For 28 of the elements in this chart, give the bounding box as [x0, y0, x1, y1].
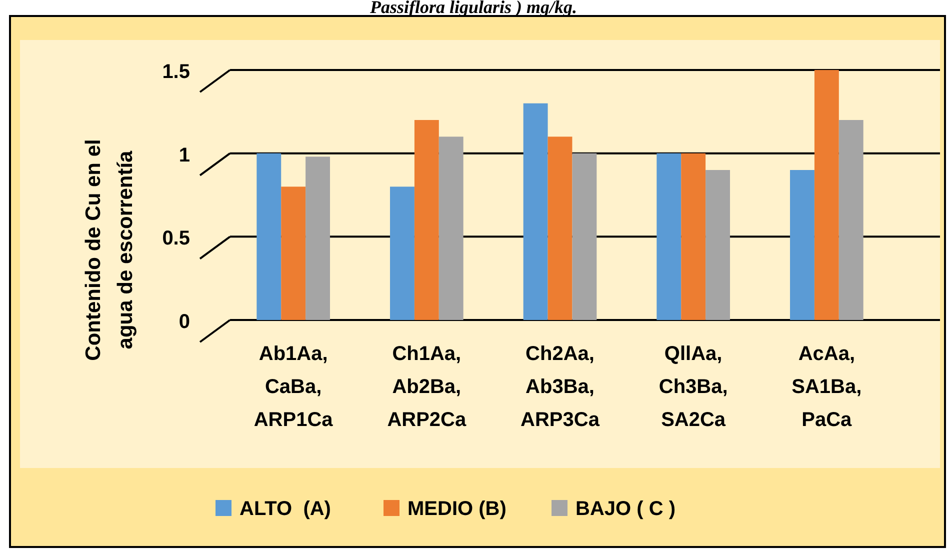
bar [790, 170, 814, 320]
bar [281, 186, 306, 320]
bar [414, 120, 439, 320]
legend-label: BAJO ( C ) [576, 498, 676, 520]
y-tick-label: 0.5 [162, 228, 190, 250]
y-tick-label: 0 [178, 311, 190, 333]
bar [306, 156, 330, 320]
bar [548, 136, 572, 320]
bar [656, 153, 682, 320]
y-tick-label: 1 [178, 144, 190, 166]
bar [681, 153, 706, 320]
x-tick-label: QllAa, Ch3Ba, SA2Ca [658, 343, 728, 431]
legend-label: ALTO (A) [240, 498, 331, 520]
bar [814, 70, 839, 320]
bar [390, 186, 414, 320]
x-tick-label: Ab1Aa, CaBa, ARP1Ca [254, 343, 334, 431]
bar [706, 170, 730, 320]
x-tick-label: AcAa, SA1Ba, PaCa [792, 343, 862, 431]
bar [438, 136, 464, 320]
bar [838, 120, 864, 320]
legend-label: MEDIO (B) [408, 498, 506, 520]
x-tick-label: Ch1Aa, Ab2Ba, ARP2Ca [387, 343, 467, 431]
y-axis-title: Contenido de Cu en el agua de escorrentía [82, 139, 137, 361]
x-tick-label: Ch2Aa, Ab3Ba, ARP3Ca [520, 343, 600, 431]
y-tick-label: 1.5 [162, 61, 190, 83]
bar [523, 103, 548, 320]
bar [256, 153, 282, 320]
bar [572, 153, 597, 320]
